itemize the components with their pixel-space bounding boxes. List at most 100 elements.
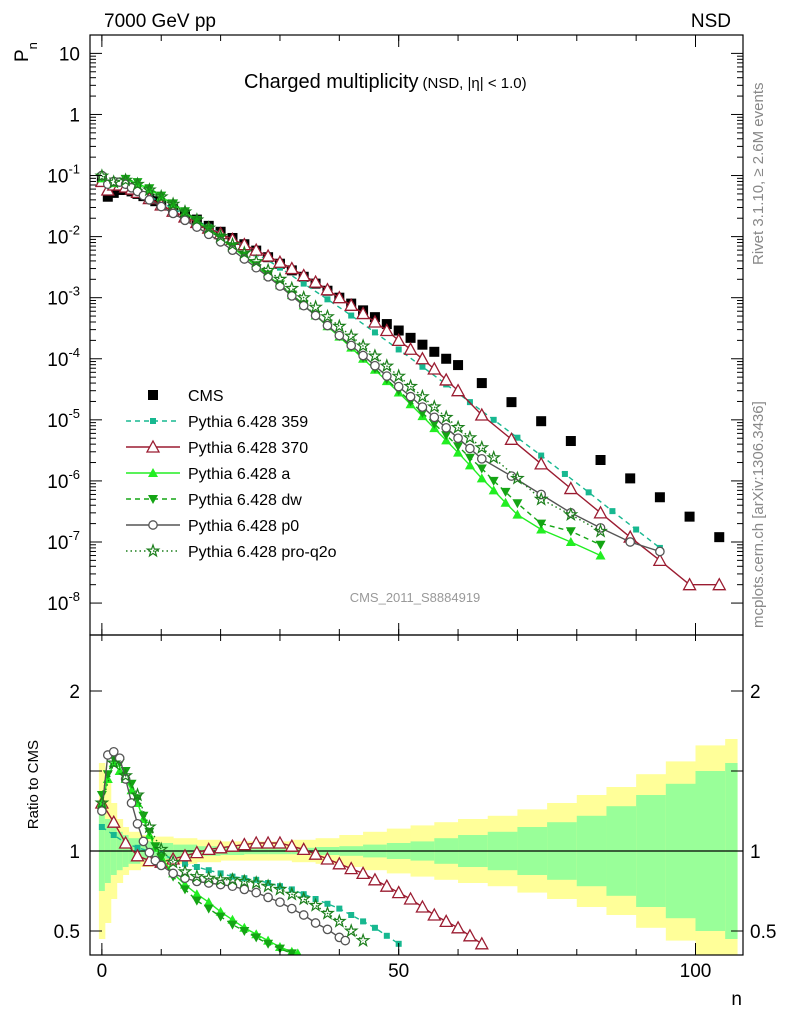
ratio-panel: 0.5 0.5 1 1 2 2 0 50 100 Ratio to CMS n — [25, 634, 776, 1010]
point-cms — [714, 532, 725, 543]
point-py359 — [538, 452, 545, 459]
ytick-label-exp: -7 — [68, 528, 80, 543]
point-pya — [512, 509, 523, 519]
point-py370 — [450, 383, 466, 397]
legend-marker-py370 — [145, 439, 161, 453]
point-pyq2o — [343, 328, 359, 343]
point-pyq2o — [450, 419, 466, 434]
series-line-pydw — [101, 176, 601, 546]
ratio-point-py359 — [253, 876, 260, 883]
ratio-point-py370 — [177, 848, 193, 862]
point-pyp0 — [476, 453, 487, 464]
ratio-point-pydw — [138, 811, 149, 821]
point-pya — [453, 447, 464, 457]
point-pyq2o — [165, 196, 181, 211]
ratio-point-py370 — [225, 838, 240, 852]
point-py370 — [296, 268, 311, 282]
ytick-label-main: 10 — [59, 44, 80, 65]
ytick-label-base: 10 — [47, 350, 68, 371]
ytick-label-exp: -8 — [68, 589, 80, 604]
ratio-point-py370 — [391, 885, 406, 899]
point-cms — [441, 353, 452, 364]
point-pyp0 — [453, 433, 463, 444]
xtick-label: 50 — [388, 961, 409, 982]
point-pya — [464, 460, 475, 470]
ratio-point-pyq2o — [284, 886, 300, 901]
ratio-point-py370 — [332, 856, 347, 870]
point-pyq2o — [438, 409, 454, 424]
ratio-point-pyp0 — [286, 903, 297, 914]
legend-label-pyp0: Pythia 6.428 p0 — [188, 518, 299, 535]
point-py359 — [490, 416, 497, 423]
point-pyp0 — [625, 537, 636, 547]
point-pydw — [476, 464, 487, 474]
ratio-point-pyp0 — [126, 798, 137, 808]
ratio-point-py370 — [355, 866, 371, 880]
point-cms — [476, 378, 487, 389]
point-cms — [595, 455, 606, 466]
ytick-label-exp: -4 — [68, 345, 80, 360]
ratio-point-pydw — [251, 933, 262, 943]
point-py370 — [712, 577, 727, 591]
series-line-pya — [101, 177, 601, 557]
header-right: NSD — [691, 11, 731, 32]
ytick-label-ratio: 2 — [69, 682, 80, 703]
ratio-point-pyq2o — [319, 905, 336, 920]
ytick-label-base: 10 — [47, 472, 68, 493]
xtick-label: 100 — [680, 961, 712, 982]
point-pyp0 — [370, 360, 380, 371]
point-pyq2o — [474, 439, 490, 454]
chart-title: Charged multiplicity (NSD, |η| < 1.0) — [244, 71, 527, 93]
point-cms — [417, 339, 428, 350]
point-py359 — [324, 296, 331, 303]
point-py370 — [332, 290, 347, 304]
ratio-point-pyq2o — [177, 863, 193, 879]
ratio-line-pyq2o — [101, 761, 364, 942]
ratio-point-py359 — [383, 932, 390, 939]
point-pyp0 — [429, 412, 440, 423]
point-pydw — [595, 540, 606, 550]
ratio-point-py370 — [367, 872, 383, 886]
ytick-label-main: 1 — [69, 105, 80, 126]
header-left: 7000 GeV pp — [104, 11, 216, 32]
main-ylabel: Pn — [12, 42, 40, 62]
ytick-label-base: 10 — [47, 289, 68, 310]
legend-label-cms: CMS — [188, 388, 224, 405]
ratio-point-py370 — [296, 842, 311, 856]
point-pyq2o — [189, 212, 205, 227]
ratio-point-py370 — [237, 837, 252, 851]
ratio-point-pyq2o — [331, 913, 347, 928]
point-pydw — [500, 487, 511, 497]
ratio-point-py370 — [201, 842, 216, 856]
point-pyp0 — [298, 300, 309, 311]
point-pyq2o — [509, 470, 525, 485]
point-pydw — [512, 499, 523, 509]
ratio-point-pydw — [179, 885, 190, 895]
ratio-point-pyp0 — [114, 753, 125, 764]
ratio-series-pyp0 — [97, 746, 351, 946]
ytick-label-base: 10 — [47, 411, 68, 432]
legend-marker-pyq2o — [145, 543, 161, 558]
point-pyq2o — [462, 429, 478, 445]
ratio-point-pya — [203, 897, 214, 907]
ratio-point-py370 — [308, 846, 323, 860]
ratio-point-pyq2o — [153, 841, 169, 856]
point-py370 — [439, 372, 454, 386]
ratio-point-pydw — [227, 920, 238, 930]
point-cms — [393, 325, 404, 336]
point-py370 — [367, 314, 383, 328]
point-pyp0 — [168, 208, 178, 219]
point-py359 — [585, 489, 592, 496]
legend-label-pya: Pythia 6.428 a — [188, 466, 290, 483]
point-pyp0 — [310, 310, 321, 321]
ratio-series-pyq2o — [94, 755, 371, 947]
ratio-point-py359 — [98, 824, 105, 830]
ratio-point-py359 — [205, 867, 212, 874]
point-py370 — [415, 351, 430, 365]
ytick-label-exp: -3 — [68, 284, 80, 299]
ratio-point-pydw — [286, 949, 297, 955]
point-py359 — [348, 312, 355, 319]
point-pyq2o — [296, 289, 312, 304]
ratio-point-pydw — [156, 853, 167, 863]
